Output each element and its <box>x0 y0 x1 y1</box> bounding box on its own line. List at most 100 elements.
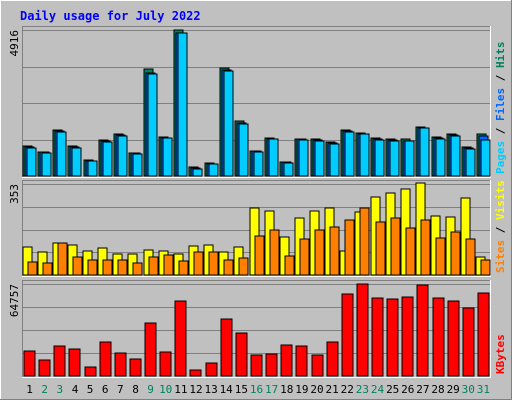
day-label-16: 16 <box>250 383 263 396</box>
bar-sites-day-28 <box>435 237 446 276</box>
day-label-17: 17 <box>265 383 278 396</box>
bar-pages-day-5 <box>87 160 98 177</box>
bar-pages-day-14 <box>223 70 234 177</box>
bar-sites-day-7 <box>117 259 128 276</box>
bar-pages-day-15 <box>238 123 249 177</box>
day-label-8: 8 <box>132 383 139 396</box>
bar-kbytes-day-1 <box>23 350 36 377</box>
panel-bottom-series-legend: KBytes <box>494 334 507 374</box>
day-label-24: 24 <box>371 383 385 396</box>
bar-pages-day-25 <box>389 140 400 177</box>
bar-kbytes-day-9 <box>144 322 157 377</box>
legend-part-2: Files <box>494 88 507 121</box>
day-label-3: 3 <box>56 383 63 396</box>
bar-pages-day-24 <box>374 139 385 177</box>
bar-pages-day-2 <box>41 152 52 177</box>
bar-kbytes-day-18 <box>280 344 293 377</box>
bar-kbytes-day-29 <box>447 300 460 377</box>
panel-bottom: 64757 KBytes <box>8 280 507 378</box>
chart-panels: 4916 Pages / Files / Hits 353 Sites / Visit… <box>8 26 507 378</box>
day-label-25: 25 <box>386 383 399 396</box>
day-label-30: 30 <box>462 383 475 396</box>
bar-sites-day-16 <box>254 235 265 276</box>
bar-sites-day-6 <box>102 259 113 276</box>
bar-kbytes-day-6 <box>99 341 112 377</box>
bar-kbytes-day-15 <box>235 332 248 377</box>
bar-kbytes-day-17 <box>265 353 278 377</box>
day-label-18: 18 <box>280 383 293 396</box>
bar-pages-day-19 <box>298 139 309 177</box>
bar-pages-day-9 <box>147 73 158 177</box>
bar-kbytes-day-20 <box>311 354 324 377</box>
panel-middle-series-legend: Sites / Visits <box>494 180 507 273</box>
bar-sites-day-3 <box>57 242 68 276</box>
bar-sites-day-1 <box>27 261 38 276</box>
panel-middle: 353 Sites / Visits <box>8 180 507 277</box>
bar-kbytes-day-28 <box>432 297 445 377</box>
day-label-23: 23 <box>356 383 369 396</box>
bar-pages-day-7 <box>117 135 128 177</box>
bar-kbytes-day-16 <box>250 354 263 377</box>
bar-kbytes-day-3 <box>53 345 66 377</box>
legend-part-0: Pages <box>494 141 507 174</box>
day-label-27: 27 <box>416 383 429 396</box>
bar-kbytes-day-25 <box>386 298 399 377</box>
day-label-26: 26 <box>401 383 414 396</box>
panel-top-series-legend: Pages / Files / Hits <box>494 42 507 175</box>
bar-kbytes-day-12 <box>189 369 202 377</box>
panel-middle-ymax-label: 353 <box>8 184 21 204</box>
bar-pages-day-27 <box>419 127 430 177</box>
bar-kbytes-day-2 <box>38 359 51 377</box>
bar-pages-day-28 <box>435 138 446 177</box>
day-label-19: 19 <box>295 383 308 396</box>
bar-kbytes-day-10 <box>159 351 172 377</box>
bar-sites-day-24 <box>375 221 386 276</box>
legend-part-1: / <box>494 121 507 141</box>
bar-sites-day-4 <box>72 256 83 276</box>
bar-pages-day-30 <box>465 148 476 177</box>
bar-pages-day-23 <box>359 133 370 177</box>
bar-sites-day-9 <box>148 256 159 276</box>
chart-title: Daily usage for July 2022 <box>20 9 201 23</box>
legend-part-2: Visits <box>494 180 507 220</box>
legend-part-4: Hits <box>494 42 507 69</box>
bar-sites-day-10 <box>163 254 174 276</box>
bar-kbytes-day-27 <box>416 284 429 377</box>
day-label-15: 15 <box>235 383 248 396</box>
bar-sites-day-14 <box>223 259 234 276</box>
bar-sites-day-12 <box>193 251 204 276</box>
bar-sites-day-25 <box>390 217 401 276</box>
bar-kbytes-day-14 <box>220 318 233 377</box>
bar-pages-day-6 <box>102 141 113 177</box>
bar-pages-day-12 <box>192 168 203 177</box>
bar-pages-day-18 <box>283 162 294 177</box>
bar-pages-day-29 <box>450 135 461 177</box>
day-label-14: 14 <box>220 383 234 396</box>
day-label-6: 6 <box>102 383 109 396</box>
bar-kbytes-day-22 <box>341 293 354 377</box>
day-axis-labels: 1 2 3 4 5 6 7 8 9 10 11 12 13 14 15 16 17 18 19 20 21 22 23 24 2… <box>26 383 490 396</box>
bar-sites-day-20 <box>314 229 325 276</box>
bar-kbytes-day-19 <box>295 345 308 377</box>
bar-kbytes-day-11 <box>174 300 187 377</box>
bar-sites-day-11 <box>178 260 189 276</box>
bar-kbytes-day-30 <box>462 307 475 377</box>
bar-kbytes-day-23 <box>356 283 369 377</box>
day-label-29: 29 <box>447 383 460 396</box>
day-label-7: 7 <box>117 383 124 396</box>
bar-sites-day-17 <box>269 229 280 276</box>
day-label-4: 4 <box>72 383 79 396</box>
day-label-28: 28 <box>431 383 444 396</box>
bar-kbytes-day-7 <box>114 352 127 377</box>
bar-sites-day-26 <box>405 227 416 276</box>
day-label-9: 9 <box>147 383 154 396</box>
day-label-22: 22 <box>341 383 354 396</box>
bar-pages-day-21 <box>329 143 340 177</box>
bar-pages-day-8 <box>132 153 143 177</box>
bar-kbytes-day-26 <box>401 296 414 377</box>
panel-bottom-ymax-label: 64757 <box>8 284 21 317</box>
bar-sites-day-5 <box>87 259 98 276</box>
legend-part-0: KBytes <box>494 334 507 374</box>
